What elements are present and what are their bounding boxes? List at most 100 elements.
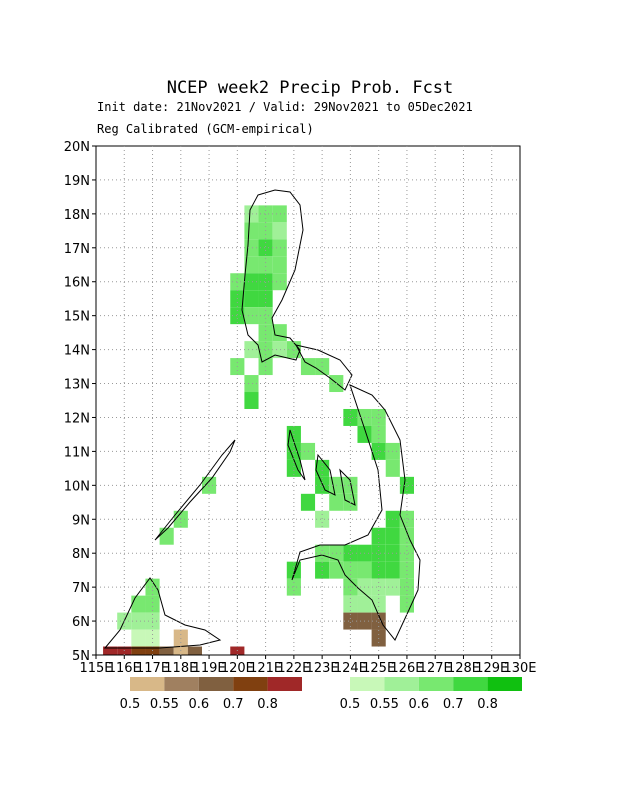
- grid-cell: [357, 595, 372, 613]
- legend-swatch: [233, 677, 268, 691]
- grid-cell: [286, 578, 301, 596]
- grid-cell: [385, 561, 400, 579]
- coastline: [315, 453, 336, 496]
- grid-cell: [258, 307, 273, 325]
- grid-cell: [272, 273, 287, 291]
- x-tick-label: 121E: [249, 661, 282, 676]
- y-tick-label: 18N: [64, 208, 90, 223]
- map-title: NCEP week2 Precip Prob. Fcst: [167, 78, 454, 98]
- grid-cell: [202, 476, 217, 494]
- grid-cell: [399, 595, 414, 613]
- grid-cell: [272, 239, 287, 257]
- grid-cell: [371, 612, 386, 630]
- legend-swatch: [130, 677, 165, 691]
- coastline: [295, 344, 353, 391]
- coastline: [154, 439, 236, 541]
- grid-cell: [329, 493, 344, 511]
- legend-label: 0.8: [477, 697, 498, 712]
- legend-label: 0.6: [188, 697, 209, 712]
- legend-swatch: [487, 677, 522, 691]
- grid-cell: [159, 646, 174, 655]
- x-tick-label: 126E: [390, 661, 423, 676]
- grid-cell: [244, 392, 259, 409]
- legend-swatch: [418, 677, 454, 691]
- grid-cell: [343, 476, 358, 494]
- x-tick-label: 123E: [306, 661, 339, 676]
- grid-cell: [230, 307, 245, 325]
- x-tick-label: 122E: [277, 661, 310, 676]
- y-tick-label: 10N: [64, 479, 90, 494]
- subtitle: Reg Calibrated (GCM-empirical): [97, 122, 314, 136]
- x-tick-label: 117E: [136, 661, 169, 676]
- y-tick-label: 14N: [64, 344, 90, 359]
- grid-cell: [258, 341, 273, 359]
- y-tick-label: 19N: [64, 174, 90, 189]
- cells: [103, 205, 414, 655]
- grid-cell: [244, 290, 259, 308]
- legend-swatch: [198, 677, 234, 691]
- x-tick-label: 128E: [447, 661, 480, 676]
- y-tick-label: 8N: [72, 547, 90, 562]
- y-tick-label: 9N: [72, 513, 90, 528]
- coastline: [103, 577, 222, 649]
- grid-cell: [244, 256, 259, 274]
- x-tick-label: 129E: [475, 661, 508, 676]
- y-tick-label: 7N: [72, 581, 90, 596]
- grid-cell: [131, 595, 146, 613]
- legend-swatch: [384, 677, 419, 691]
- legend-swatch: [350, 677, 385, 691]
- grid-cell: [272, 222, 287, 240]
- legend-label: 0.7: [443, 697, 464, 712]
- grid-cell: [315, 510, 330, 528]
- grid-cell: [103, 646, 118, 655]
- y-tick-label: 12N: [64, 411, 90, 426]
- grid-cell: [343, 595, 358, 613]
- y-tick-label: 15N: [64, 310, 90, 325]
- grid-cell: [357, 561, 372, 579]
- grid-cell: [399, 578, 414, 596]
- legend-label: 0.5: [120, 697, 141, 712]
- y-tick-label: 20N: [64, 140, 90, 155]
- coastline: [287, 429, 306, 481]
- x-tick-label: 127E: [419, 661, 452, 676]
- subtitle: Init date: 21Nov2021 / Valid: 29Nov2021 …: [97, 100, 473, 114]
- grid-cell: [371, 442, 386, 460]
- coastline: [339, 468, 356, 506]
- y-tick-label: 16N: [64, 276, 90, 291]
- x-tick-label: 120E: [221, 661, 254, 676]
- grid-cell: [258, 205, 273, 223]
- grid-cell: [399, 544, 414, 562]
- x-tick-label: 125E: [362, 661, 395, 676]
- grid-cell: [244, 375, 259, 393]
- x-tick-label: 115E: [79, 661, 112, 676]
- grid-cell: [343, 408, 358, 426]
- grid-cell: [131, 629, 146, 647]
- color-legend: 0.5 0.55 0.6 0.7 0.8 0.5 0.55 0.6 0.7 0.8: [120, 677, 522, 712]
- legend-label: 0.55: [370, 697, 399, 712]
- grid-cell: [272, 205, 287, 223]
- grid-cell: [131, 646, 146, 655]
- x-tick-label: 124E: [334, 661, 367, 676]
- y-tick-label: 11N: [64, 445, 90, 460]
- legend-swatch: [453, 677, 488, 691]
- grid-cell: [244, 222, 259, 240]
- y-tick-label: 5N: [72, 649, 90, 664]
- grid-cell: [230, 273, 245, 291]
- grid-cell: [258, 273, 273, 291]
- y-tick-label: 6N: [72, 615, 90, 630]
- legend-label: 0.7: [223, 697, 244, 712]
- legend-swatch: [267, 677, 302, 691]
- grid-cell: [272, 256, 287, 274]
- x-tick-label: 116E: [108, 661, 141, 676]
- y-tick-label: 17N: [64, 242, 90, 257]
- grid-cell: [145, 595, 160, 613]
- legend-label: 0.55: [150, 697, 179, 712]
- grid-cell: [272, 341, 287, 359]
- grid-cell: [329, 561, 344, 579]
- grid-cell: [244, 341, 259, 359]
- grid-cell: [300, 358, 316, 376]
- grid-cell: [399, 476, 414, 494]
- grid-cell: [244, 307, 259, 325]
- legend-label: 0.5: [340, 697, 361, 712]
